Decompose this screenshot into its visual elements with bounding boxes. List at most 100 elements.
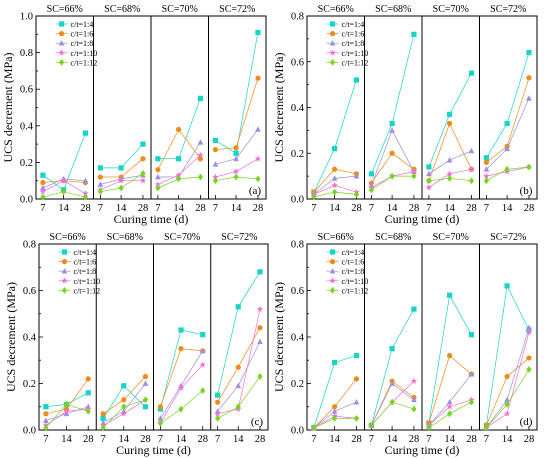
x-tick-label: 14 — [173, 203, 184, 214]
group-72: SC=72% 7 14 28 — [483, 232, 534, 445]
legend-entry: c/t=1:4 — [71, 20, 94, 29]
data-point — [100, 411, 106, 417]
data-point — [483, 166, 490, 172]
data-point — [368, 171, 374, 177]
data-point — [142, 373, 149, 380]
x-tick-label: 28 — [466, 203, 477, 214]
data-point — [331, 175, 338, 181]
x-axis-label: Curing time (d) — [114, 212, 189, 226]
series-line-----1-4 — [313, 79, 357, 193]
legend-entry: c/t=1:6 — [71, 30, 94, 39]
x-axis-label: Curing time (d) — [385, 212, 460, 226]
data-point — [389, 120, 395, 127]
group-72: SC=72% 7 14 28 — [483, 4, 534, 214]
data-point — [483, 159, 489, 165]
series-line-----1-8 — [486, 98, 530, 170]
legend-entry: c/t=1:6 — [73, 258, 96, 267]
data-point — [426, 424, 432, 432]
data-point — [483, 172, 490, 179]
data-point — [233, 173, 239, 181]
group-72: SC=72% 7 14 28 — [212, 4, 263, 214]
group-68: SC=68% 7 14 28 — [99, 232, 151, 445]
y-tick-label: 0.0 — [291, 426, 304, 437]
data-point — [526, 50, 532, 56]
x-axis-label: Curing time (d) — [385, 443, 460, 457]
data-point — [63, 401, 70, 408]
x-tick-label: 14 — [231, 203, 242, 214]
data-point — [197, 139, 204, 145]
data-point — [353, 191, 360, 198]
series-line-----1-10 — [215, 158, 259, 178]
legend-marker — [329, 21, 336, 27]
data-point — [100, 415, 106, 421]
legend-entry: c/t=1:8 — [342, 39, 365, 48]
data-point — [504, 373, 510, 380]
data-point — [526, 355, 532, 361]
data-point — [155, 173, 161, 180]
data-point — [175, 171, 182, 178]
x-axis-label: Curing time (d) — [116, 443, 191, 457]
data-point — [483, 155, 489, 161]
data-point — [82, 193, 89, 201]
group-70: SC=70% 7 14 28 — [154, 4, 206, 214]
data-point — [43, 411, 49, 417]
panel-label: (a) — [249, 185, 262, 197]
data-point — [389, 398, 395, 406]
data-point — [353, 414, 360, 422]
group-title: SC=68% — [375, 232, 411, 243]
y-tick-label: 0.8 — [20, 48, 33, 59]
data-point — [526, 366, 532, 373]
legend-marker — [58, 59, 65, 66]
data-point — [447, 175, 453, 182]
data-point — [97, 174, 103, 180]
panel-c: 0.0 0.2 0.4 0.6 0.8 UCS decrement (MPa) Curing… — [4, 232, 269, 457]
series-line-----1-6 — [157, 128, 201, 170]
data-point — [411, 306, 417, 312]
x-tick-label: 28 — [195, 203, 206, 214]
data-point — [468, 332, 475, 338]
group-title: SC=72% — [219, 4, 255, 15]
x-tick-label: 7 — [213, 203, 218, 214]
data-point — [446, 398, 453, 405]
y-tick-label: 0.2 — [291, 379, 304, 390]
data-point — [446, 156, 453, 163]
data-point — [468, 177, 475, 185]
x-tick-label: 14 — [387, 203, 398, 214]
x-tick-label: 7 — [40, 203, 45, 214]
data-point — [82, 130, 89, 136]
x-tick-label: 7 — [426, 434, 431, 445]
y-tick-label: 0.6 — [291, 286, 304, 297]
group-70: SC=70% 7 14 28 — [425, 4, 477, 214]
data-point — [468, 70, 475, 76]
group-title: SC=72% — [490, 4, 526, 15]
series-line-----1-10 — [160, 364, 203, 424]
data-point — [142, 404, 149, 410]
y-tick-label: 0.8 — [291, 12, 304, 23]
legend: c/t=1:4c/t=1:6c/t=1:8c/t=1:10c/t=1:12 — [58, 248, 100, 295]
data-point — [82, 177, 89, 184]
x-tick-label: 28 — [80, 203, 91, 214]
data-point — [200, 332, 206, 338]
data-point — [232, 168, 240, 175]
data-point — [139, 177, 147, 184]
data-point — [200, 387, 206, 394]
data-point — [235, 382, 242, 389]
group-66: SC=66% 7 14 28 — [310, 4, 362, 214]
x-tick-label: 7 — [484, 434, 489, 445]
legend-entry: c/t=1:8 — [73, 267, 96, 276]
data-point — [468, 398, 475, 406]
data-point — [235, 304, 241, 310]
data-point — [504, 165, 510, 173]
data-point — [411, 405, 417, 413]
legend-entry: c/t=1:12 — [342, 58, 369, 67]
group-68: SC=68% 7 14 28 — [97, 4, 148, 214]
x-tick-label: 28 — [351, 434, 362, 445]
y-tick-label: 0.6 — [20, 85, 33, 96]
data-point — [197, 173, 204, 181]
legend-marker — [61, 268, 68, 274]
legend-entry: c/t=1:4 — [342, 248, 365, 257]
panel-label: (d) — [520, 416, 533, 428]
x-tick-label: 28 — [197, 434, 208, 445]
group-66: SC=66% 7 14 28 — [39, 4, 91, 214]
legend-marker — [61, 249, 68, 255]
